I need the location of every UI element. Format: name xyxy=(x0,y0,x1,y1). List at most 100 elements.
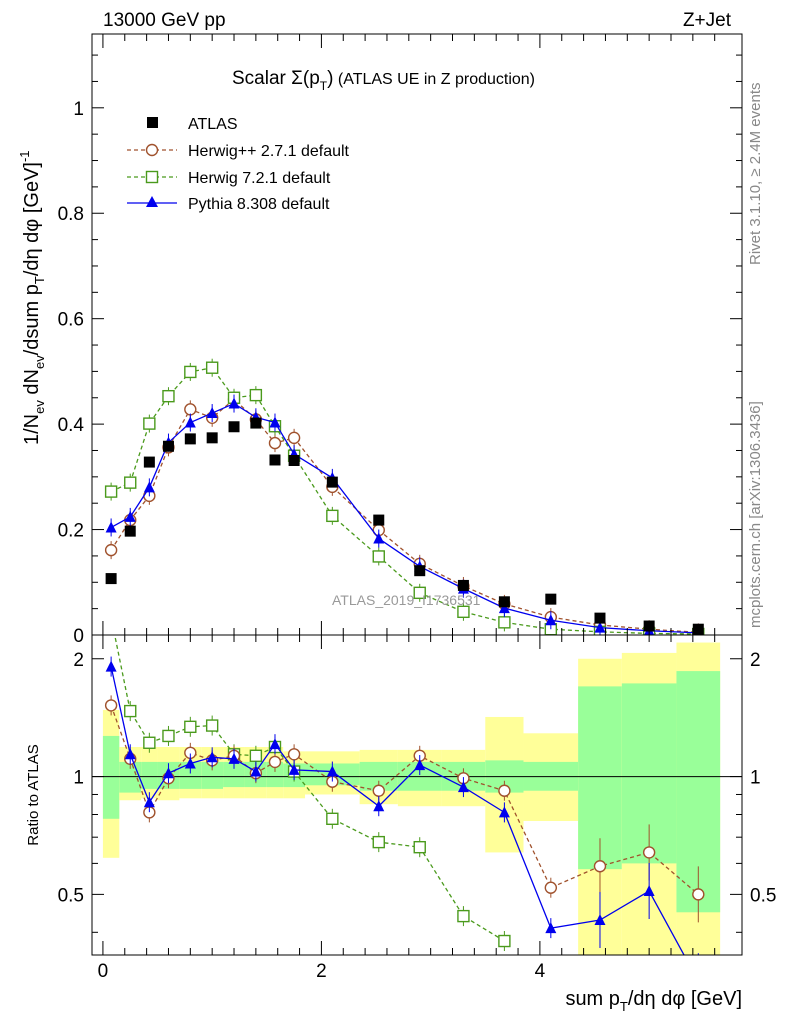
ratio-point-herwigpp xyxy=(544,881,558,894)
main-y-tick-label: 1 xyxy=(73,99,84,120)
ratio-point-herwig7 xyxy=(124,704,137,718)
main-point-atlas xyxy=(414,565,426,577)
main-point-herwig7 xyxy=(124,476,137,489)
main-point-herwig7 xyxy=(372,550,385,563)
main-y-tick-label: 0.4 xyxy=(58,415,85,436)
main-y-tick-label: 0 xyxy=(73,626,84,647)
main-y-axis-label: 1/Nev dNev/dsum pT/dη dφ [GeV]-1 xyxy=(17,150,47,445)
ratio-point-pythia xyxy=(184,757,196,769)
ratio-point-herwigpp xyxy=(104,699,118,712)
ratio-y-axis-label: Ratio to ATLAS xyxy=(25,744,42,845)
x-tick-label: 2 xyxy=(316,961,327,982)
main-point-atlas xyxy=(692,623,704,635)
main-point-atlas xyxy=(269,454,281,466)
ratio-band-green xyxy=(223,761,245,788)
ratio-point-herwigpp xyxy=(642,846,656,859)
ratio-point-herwigpp xyxy=(498,784,511,797)
ratio-point-pythia xyxy=(326,765,338,777)
ratio-panel-frame xyxy=(91,634,743,956)
main-point-herwig7 xyxy=(457,605,470,619)
main-point-pythia xyxy=(498,602,510,614)
ratio-point-pythia xyxy=(373,800,385,812)
main-point-herwigpp xyxy=(287,431,301,445)
main-point-atlas xyxy=(184,433,196,445)
ratio-point-pythia xyxy=(206,751,218,763)
ratio-y-tick-label-right: 0.5 xyxy=(750,885,776,906)
ratio-point-pythia xyxy=(594,914,606,926)
main-point-atlas xyxy=(288,454,300,466)
main-point-atlas xyxy=(206,432,218,444)
ratio-point-pythia xyxy=(269,738,281,750)
main-point-atlas xyxy=(498,596,510,608)
ratio-point-pythia xyxy=(545,922,557,934)
x-tick-label: 4 xyxy=(535,961,546,982)
main-y-tick-label: 0.6 xyxy=(58,310,84,331)
main-point-atlas xyxy=(124,525,136,537)
ratio-band-green xyxy=(141,761,158,789)
ratio-point-herwigpp xyxy=(593,860,607,873)
ratio-point-pythia xyxy=(693,975,704,986)
main-point-pythia xyxy=(124,510,136,522)
ratio-uncertainty-bands xyxy=(102,642,721,955)
legend-herwig7-marker xyxy=(145,170,159,184)
main-point-pythia xyxy=(228,397,240,409)
axes: 0 0.2 0.4 0.6 0.8 1 0 2 4 0.5 0.5 1 1 2 2 xyxy=(58,34,776,982)
ratio-point-pythia xyxy=(498,806,510,818)
ratio-point-herwig7 xyxy=(372,835,385,849)
ratio-point-herwigpp xyxy=(692,888,705,901)
main-point-atlas xyxy=(326,476,338,488)
ratio-point-herwigpp xyxy=(287,748,301,761)
legend-herwigpp-marker xyxy=(145,143,159,157)
ratio-band-green xyxy=(179,761,202,789)
main-point-pythia xyxy=(545,614,557,626)
main-point-atlas xyxy=(143,456,155,468)
main-point-herwig7 xyxy=(205,361,219,374)
main-point-atlas xyxy=(373,514,385,526)
ratio-point-pythia xyxy=(228,752,240,764)
ratio-point-pythia xyxy=(414,759,426,771)
ratio-point-herwig7 xyxy=(413,840,426,854)
x-axis-label: sum pT/dη dφ [GeV] xyxy=(565,988,742,1014)
main-point-herwigpp xyxy=(104,543,118,557)
main-point-herwig7 xyxy=(498,616,511,629)
ratio-point-pythia xyxy=(143,796,155,808)
main-y-tick-label: 0.8 xyxy=(58,204,84,225)
beam-label: 13000 GeV pp xyxy=(103,10,226,31)
ratio-point-pythia xyxy=(250,765,262,777)
analysis-watermark: ATLAS_2019_I1736531 xyxy=(332,592,481,608)
ratio-point-herwig7 xyxy=(457,909,470,923)
main-point-herwig7 xyxy=(249,388,263,402)
main-point-pythia xyxy=(184,416,196,428)
ratio-line-herwig7 xyxy=(114,635,505,942)
ratio-point-herwigpp xyxy=(372,784,385,797)
ratio-point-pythia xyxy=(288,763,300,775)
main-point-pythia xyxy=(143,481,155,493)
legend-atlas-marker xyxy=(147,117,158,128)
ratio-point-herwig7 xyxy=(249,749,263,762)
legend-atlas-label: ATLAS xyxy=(188,116,238,133)
main-point-atlas xyxy=(228,421,240,433)
ratio-band-green xyxy=(201,761,224,789)
main-point-herwig7 xyxy=(413,586,426,600)
ratio-point-pythia xyxy=(162,767,174,779)
ratio-point-herwig7 xyxy=(106,612,117,623)
main-point-herwig7 xyxy=(184,365,197,379)
ratio-point-herwig7 xyxy=(184,720,197,734)
main-point-atlas xyxy=(643,620,655,632)
main-point-atlas xyxy=(545,593,557,605)
ratio-point-pythia xyxy=(105,660,117,672)
legend-pythia-label: Pythia 8.308 default xyxy=(188,196,330,213)
main-point-herwigpp xyxy=(268,436,282,450)
ratio-point-herwig7 xyxy=(143,736,156,749)
ratio-panel xyxy=(92,612,742,986)
ratio-point-pythia xyxy=(457,781,469,793)
main-point-herwig7 xyxy=(326,509,339,523)
main-point-atlas xyxy=(162,440,174,452)
ratio-band-green xyxy=(266,761,284,788)
main-point-atlas xyxy=(105,573,117,585)
legend-herwigpp-label: Herwig++ 2.7.1 default xyxy=(188,143,350,160)
ratio-y-tick-label: 2 xyxy=(73,650,84,671)
ratio-point-herwig7 xyxy=(162,729,175,743)
legend-pythia-marker xyxy=(146,196,158,207)
